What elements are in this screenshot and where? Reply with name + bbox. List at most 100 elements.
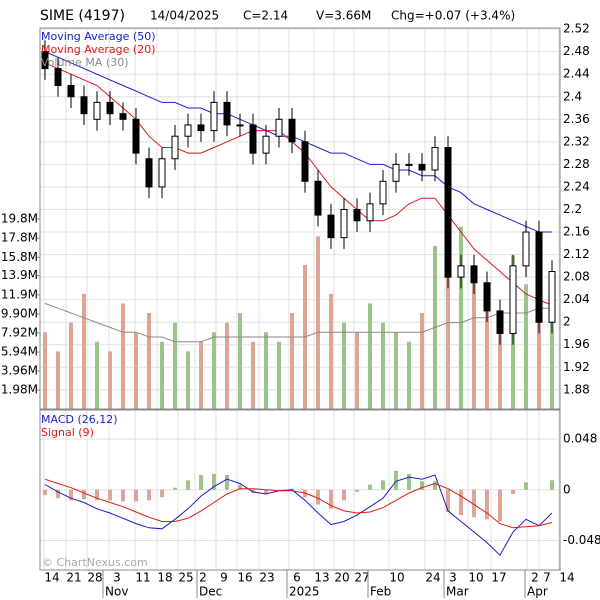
macd-panel	[39, 409, 561, 571]
volume-bar	[43, 332, 47, 409]
volume-bar	[251, 341, 255, 409]
macd-histogram	[264, 489, 268, 495]
volume-tick-label: 11.9M	[1, 287, 38, 301]
volume-bar	[524, 284, 528, 409]
volume-bar	[485, 293, 489, 409]
candle-body	[353, 208, 361, 222]
volume-tick-label: 1.98M	[1, 382, 38, 396]
volume-tick-label: 17.8M	[1, 231, 38, 245]
macd-histogram	[355, 489, 359, 492]
macd-histogram	[407, 473, 411, 490]
candle-body	[275, 118, 283, 137]
macd-histogram	[160, 489, 164, 498]
x-tick-label: 21	[66, 571, 81, 585]
candle-body	[41, 51, 49, 70]
macd-histogram	[433, 481, 437, 490]
x-tick-label: 3	[449, 571, 457, 585]
macd-histogram	[446, 489, 450, 512]
volume-bar	[56, 351, 60, 409]
macd-histogram	[381, 480, 385, 490]
x-tick-label: 10	[468, 571, 483, 585]
legend-entry: Moving Average (20)	[41, 43, 156, 56]
macd-histogram	[290, 488, 294, 490]
y-tick-label: 1.96	[563, 337, 590, 351]
volume-tick-label: 13.9M	[1, 268, 38, 282]
x-tick-label: 14	[559, 571, 574, 585]
y-tick-label: 2.12	[563, 247, 590, 261]
grid	[37, 28, 560, 570]
macd-line	[44, 474, 553, 557]
volume-bar	[381, 322, 385, 409]
x-tick-label: 24	[425, 571, 440, 585]
x-tick-label: 14	[44, 571, 59, 585]
x-tick-label: 17	[491, 571, 506, 585]
x-tick-label: 28	[87, 571, 102, 585]
candle-body	[405, 163, 413, 166]
volume-bar	[69, 322, 73, 409]
macd-histogram	[173, 487, 177, 490]
volume-tick-label: 19.8M	[1, 211, 38, 225]
volume-bar	[186, 351, 190, 409]
close: C=2.14	[243, 9, 288, 23]
y-tick-label: 2.44	[563, 67, 590, 81]
volume-bar	[290, 313, 294, 409]
candle-body	[197, 124, 205, 132]
x-tick-label: 20	[334, 571, 349, 585]
ma-line	[44, 302, 552, 343]
marks	[41, 40, 556, 557]
macd-line	[44, 478, 553, 529]
candle-body	[93, 101, 101, 120]
month-label: Mar	[446, 585, 469, 599]
macd-histogram	[225, 475, 229, 490]
volume-bar	[329, 293, 333, 409]
candle-body	[210, 101, 218, 132]
candle-body	[288, 118, 296, 143]
candle-body	[522, 231, 530, 267]
volume-bar	[355, 332, 359, 409]
y-tick-label: 1.88	[563, 382, 590, 396]
candle-body	[509, 265, 517, 334]
volume-bar	[498, 313, 502, 409]
candle-body	[496, 310, 504, 334]
candle-body	[470, 265, 478, 284]
legend-entry: Signal (9)	[41, 426, 94, 439]
volume-bar	[225, 322, 229, 409]
ma-line	[44, 51, 552, 233]
macd-histogram	[329, 489, 333, 509]
month-label: Dec	[199, 585, 222, 599]
volume-bar	[550, 313, 554, 409]
macd-histogram	[82, 489, 86, 500]
macd-histogram	[147, 489, 151, 501]
y-tick-label: 1.92	[563, 360, 590, 374]
y-tick-label: 2.36	[563, 112, 590, 126]
candle-body	[444, 146, 452, 278]
legend-entry: Moving Average (50)	[41, 30, 156, 43]
candle-body	[457, 265, 465, 278]
candle-body	[262, 135, 270, 154]
y-tick-label: 2.32	[563, 134, 590, 148]
x-tick-label: 2	[199, 571, 207, 585]
volume-bar	[446, 197, 450, 409]
candle-body	[366, 203, 374, 222]
macd-histogram	[69, 489, 73, 501]
x-tick-label: 6	[293, 571, 301, 585]
y-tick-label: 2	[563, 315, 571, 329]
symbol: SIME (4197)	[40, 8, 125, 24]
volume-bar	[420, 313, 424, 409]
x-tick-label: 27	[354, 571, 369, 585]
candle-body	[54, 68, 62, 86]
volume-bar	[394, 332, 398, 409]
volume-bar	[147, 313, 151, 409]
volume-bar	[277, 341, 281, 409]
volume: V=3.66M	[316, 9, 371, 23]
candle-body	[132, 118, 140, 154]
candle-body	[119, 113, 127, 120]
macd-tick-label: -0.048	[563, 533, 600, 547]
volume-bar	[472, 274, 476, 409]
macd-histogram	[459, 489, 463, 516]
candle-body	[106, 101, 114, 115]
y-tick-label: 2.24	[563, 179, 590, 193]
y-tick-label: 2.2	[563, 202, 582, 216]
candle-body	[392, 163, 400, 182]
